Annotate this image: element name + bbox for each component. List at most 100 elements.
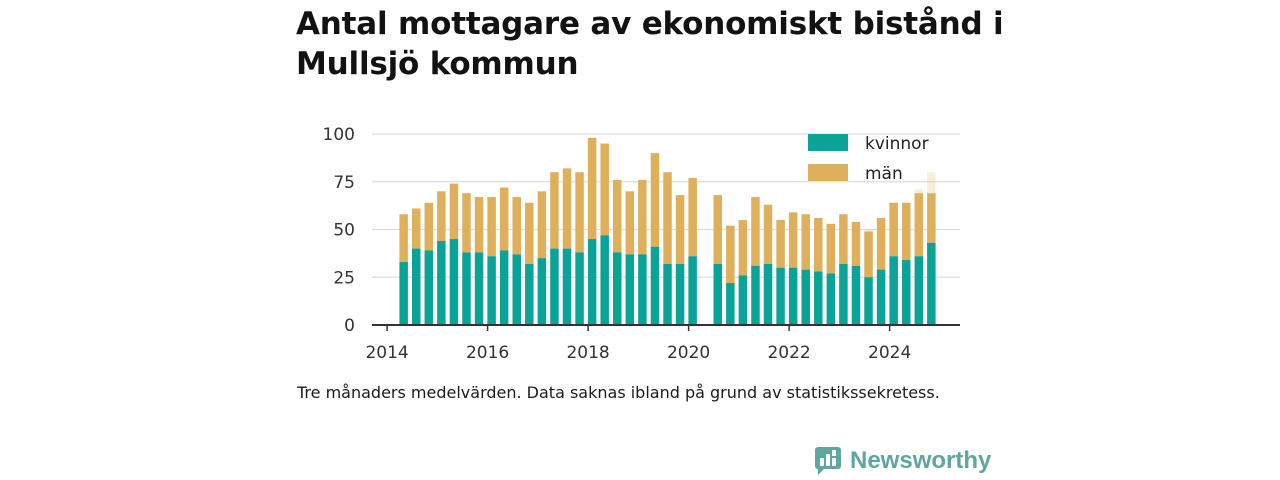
bar-man [839,214,848,264]
bar-man [801,214,810,270]
bar-man [763,204,773,264]
bar-kvinnor [726,282,735,325]
bar-kvinnor [474,252,484,325]
bar-man [600,143,609,236]
legend-label: kvinnor [865,134,929,154]
legend-swatch [808,164,848,181]
bar-kvinnor [826,273,836,325]
bar-man [876,218,886,270]
bar-man [738,219,748,276]
bar-kvinnor [449,239,459,325]
chart-caption: Tre månaders medelvärden. Data saknas ib… [297,383,940,402]
bar-kvinnor [525,263,534,325]
bar-kvinnor [914,256,924,325]
bar-man [424,202,434,251]
bar-kvinnor [889,256,898,325]
bar-kvinnor [776,267,785,325]
x-tick-label: 2014 [365,343,408,363]
bar-kvinnor [763,263,773,325]
bar-man [726,225,735,283]
bar-kvinnor [411,248,421,325]
bar-man [663,172,672,264]
bar-man [788,212,798,268]
bar-man [650,153,660,247]
y-tick-label: 75 [333,173,355,193]
bar-man [889,202,898,257]
bar-kvinnor [801,269,810,325]
bar-kvinnor [462,252,471,325]
bar-man [487,197,496,257]
bar-kvinnor [399,261,408,325]
bar-man [713,195,723,264]
legend: kvinnor män [808,134,929,184]
bar-kvinnor [424,250,434,325]
bar-kvinnor [550,248,559,325]
bar-man [927,193,936,243]
bar-kvinnor [487,256,496,325]
bar-kvinnor [600,235,609,325]
bar-man [814,218,823,272]
bar-kvinnor [788,267,798,325]
bar-man [901,202,911,261]
x-tick-label: 2016 [466,343,509,363]
bar-man [826,223,836,274]
bar-man [864,231,873,278]
brand-logo[interactable]: Newsworthy [814,446,991,476]
bar-man [550,172,559,249]
bar-kvinnor [537,258,547,325]
bar-kvinnor [512,254,521,325]
bar-kvinnor [901,260,911,325]
bar-kvinnor [587,239,597,325]
bar-man [474,197,484,253]
bar-man [512,197,521,255]
legend-label: män [865,164,903,184]
legend-swatch [808,134,848,151]
bar-man [688,177,697,257]
bar-kvinnor [851,265,861,325]
x-tick-label: 2018 [566,343,609,363]
bar-kvinnor [499,250,509,325]
bar-man [525,202,534,264]
bar-man [411,208,421,249]
bar-kvinnor [650,246,660,325]
bar-kvinnor [839,263,848,325]
bar-man [776,219,785,268]
bar-man [575,172,584,253]
bar-man [625,191,635,255]
bar-man [914,193,924,257]
bar-kvinnor [864,277,873,325]
bar-kvinnor [713,263,723,325]
x-tick-label: 2022 [767,343,810,363]
y-tick-label: 0 [344,316,355,336]
bar-man [638,179,647,255]
bar-kvinnor [562,248,572,325]
bar-kvinnor [638,254,647,325]
bar-kvinnor [675,263,685,325]
bar-kvinnor [738,275,748,325]
bar-kvinnor [437,240,446,325]
y-tick-label: 50 [333,221,355,241]
brand-name: Newsworthy [850,447,992,474]
bar-man [675,195,685,264]
x-tick-label: 2020 [667,343,710,363]
bar-kvinnor [814,271,823,325]
bar-kvinnor [688,256,697,325]
axes: 0 25 50 75 100 2014 2016 2018 2020 2022 2024 [323,125,960,363]
bar-man [449,183,459,240]
y-tick-label: 25 [333,268,355,288]
bar-man [399,214,408,262]
bar-man [613,179,622,253]
bar-kvinnor [575,252,584,325]
bar-kvinnor [876,269,886,325]
bar-kvinnor [751,265,760,325]
bar-man [462,193,471,253]
bar-man [851,221,861,266]
bars [399,137,936,325]
bar-kvinnor [663,263,672,325]
x-tick-label: 2024 [868,343,911,363]
y-tick-label: 100 [323,125,355,145]
bar-kvinnor [927,242,936,325]
bar-kvinnor [613,252,622,325]
bar-man [751,197,760,266]
